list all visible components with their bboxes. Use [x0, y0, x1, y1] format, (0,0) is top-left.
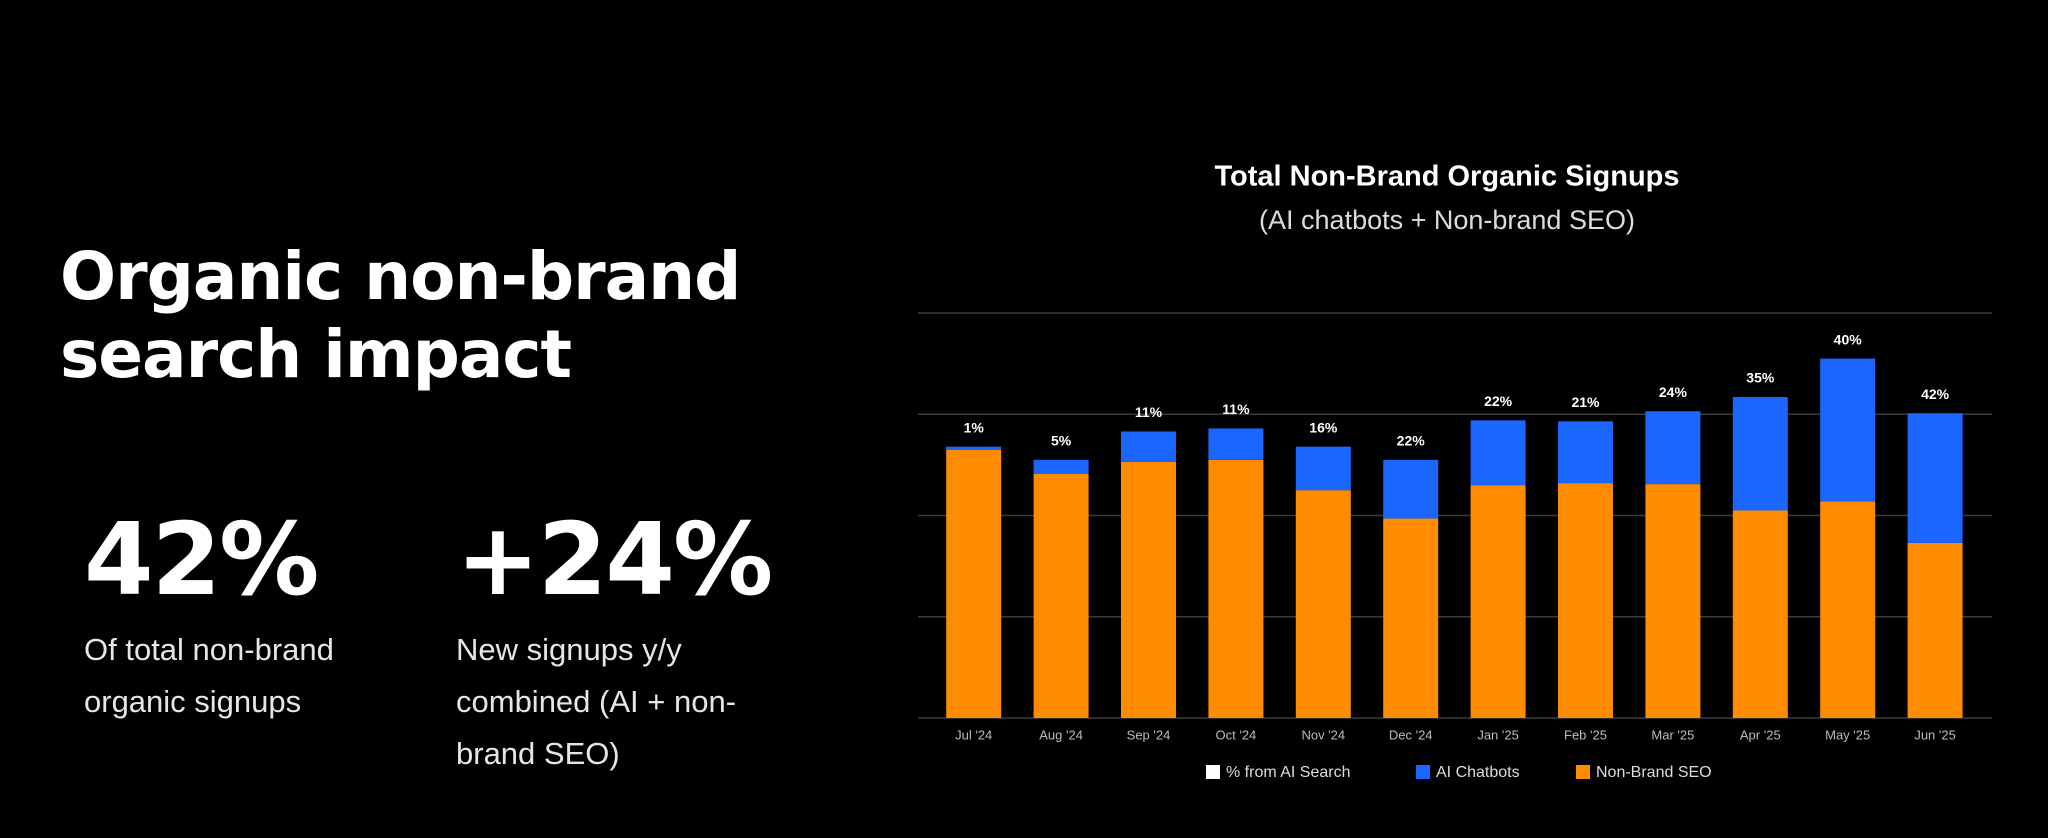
stat-caption: New signups y/y combined (AI + non-brand…: [456, 632, 737, 771]
legend-swatch: [1416, 765, 1430, 779]
bar-segment: [1121, 461, 1176, 718]
data-label: 5%: [1051, 433, 1072, 449]
bar-segment: [946, 446, 1002, 450]
bar-segment: [1732, 397, 1788, 511]
x-tick-label: Jan '25: [1477, 727, 1519, 742]
bar-segment: [1907, 542, 1963, 718]
stat: 42% Of total non-brand organic signups: [84, 500, 384, 728]
bar-segment: [1470, 420, 1526, 486]
x-tick-label: Jul '24: [955, 727, 992, 742]
legend-swatch: [1576, 765, 1590, 779]
x-tick-label: Sep '24: [1127, 727, 1171, 742]
bar-segment: [1645, 484, 1701, 718]
stat-caption: Of total non-brand organic signups: [84, 632, 334, 719]
x-tick-label: Feb '25: [1564, 727, 1607, 742]
x-tick-label: Dec '24: [1389, 727, 1433, 742]
bar-segment: [1907, 413, 1963, 543]
bar-segment: [1645, 411, 1701, 485]
data-label: 42%: [1921, 386, 1950, 402]
legend-label: % from AI Search: [1226, 764, 1351, 781]
bar-segment: [1732, 510, 1788, 718]
data-label: 22%: [1484, 393, 1513, 409]
x-tick-label: Nov '24: [1301, 727, 1345, 742]
x-tick-label: May '25: [1825, 727, 1870, 742]
legend-label: AI Chatbots: [1436, 764, 1520, 781]
x-tick-label: Aug '24: [1039, 727, 1083, 742]
bar-segment: [946, 449, 1002, 718]
headline: Organic non-brand search impact: [60, 238, 741, 393]
data-label: 11%: [1135, 404, 1163, 420]
x-tick-label: Mar '25: [1651, 727, 1694, 742]
bar-segment: [1121, 431, 1176, 462]
data-label: 40%: [1834, 331, 1863, 347]
data-label: 11%: [1222, 401, 1250, 417]
x-tick-label: Jun '25: [1914, 727, 1956, 742]
stat-value: +24%: [456, 501, 773, 618]
legend-label: Non-Brand SEO: [1596, 764, 1712, 781]
bar-segment: [1033, 459, 1089, 474]
bar-segment: [1208, 428, 1264, 460]
bar-segment: [1295, 446, 1351, 491]
data-label: 1%: [964, 419, 985, 435]
bar-segment: [1383, 518, 1439, 718]
bar-segment: [1820, 501, 1876, 718]
bar-segment: [1295, 490, 1351, 718]
data-label: 22%: [1397, 433, 1426, 449]
stat: +24% New signups y/y combined (AI + non-…: [456, 500, 816, 780]
legend-swatch: [1206, 765, 1220, 779]
bar-segment: [1383, 459, 1439, 519]
bar-segment: [1208, 459, 1264, 718]
bar-segment: [1558, 421, 1613, 484]
data-label: 21%: [1571, 394, 1600, 410]
bar-segment: [1033, 473, 1089, 718]
chart-subtitle: (AI chatbots + Non-brand SEO): [1259, 205, 1635, 235]
bar-segment: [1470, 485, 1526, 718]
bar-segment: [1820, 358, 1876, 502]
x-tick-label: Apr '25: [1740, 727, 1781, 742]
data-label: 16%: [1309, 419, 1338, 435]
chart-title: Total Non-Brand Organic Signups: [1214, 161, 1679, 193]
data-label: 35%: [1746, 370, 1775, 386]
stat-value: 42%: [84, 501, 319, 618]
x-tick-label: Oct '24: [1216, 727, 1257, 742]
data-label: 24%: [1659, 384, 1688, 400]
bar-segment: [1558, 483, 1613, 718]
